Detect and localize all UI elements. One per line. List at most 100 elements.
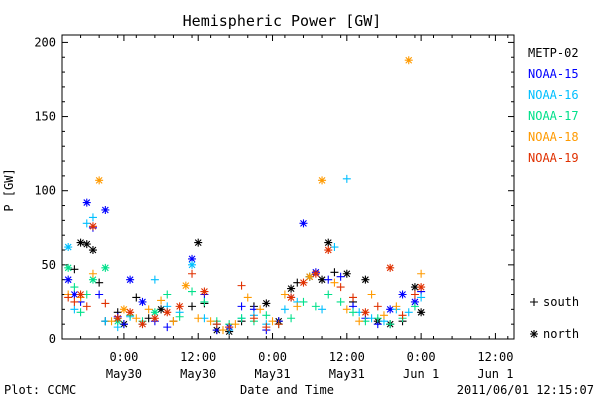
marker-legend-label: north: [543, 327, 579, 341]
data-points: [64, 56, 426, 336]
data-point-noaa-18-south: [355, 317, 364, 326]
data-point-noaa-18-south: [293, 302, 302, 311]
data-point-noaa-17-south: [175, 312, 184, 321]
data-point-noaa-19-north: [311, 269, 320, 278]
data-point-noaa-18-south: [169, 317, 178, 326]
data-point-noaa-15-south: [237, 302, 246, 311]
data-point-noaa-15-north: [64, 275, 73, 284]
data-point-noaa-17-north: [101, 263, 110, 272]
legend-entry-noaa-18: NOAA-18: [528, 130, 579, 144]
y-axis-label: P [GW]: [2, 168, 16, 211]
legend-entry-noaa-16: NOAA-16: [528, 88, 579, 102]
x-tick-label: 0:00: [109, 350, 138, 364]
data-point-noaa-16-south: [150, 275, 159, 284]
y-tick-label: 200: [34, 35, 56, 49]
legend: METP-02 NOAA-15 NOAA-16 NOAA-17 NOAA-18 NOAA-…: [528, 46, 579, 165]
data-point-noaa-15-south: [324, 275, 333, 284]
data-point-noaa-16-south: [88, 213, 97, 222]
x-tick-date-label: Jun 1: [403, 367, 439, 381]
data-point-metp-02-north: [194, 238, 203, 247]
x-tick-date-label: May31: [329, 367, 365, 381]
data-point-noaa-17-south: [336, 297, 345, 306]
legend-entry-noaa-17: NOAA-17: [528, 109, 579, 123]
data-point-noaa-18-north: [181, 281, 190, 290]
data-point-metp-02-south: [70, 265, 79, 274]
data-point-noaa-15-south: [163, 323, 172, 332]
data-point-noaa-19-north: [76, 290, 85, 299]
data-point-metp-02-south: [330, 268, 339, 277]
data-point-noaa-16-south: [342, 174, 351, 183]
data-point-noaa-17-south: [299, 297, 308, 306]
data-point-noaa-19-north: [113, 314, 122, 323]
data-point-noaa-15-north: [138, 297, 147, 306]
x-tick-date-label: May30: [180, 367, 216, 381]
data-point-noaa-19-south: [237, 281, 246, 290]
data-point-noaa-19-south: [64, 293, 73, 302]
data-point-noaa-17-south: [237, 314, 246, 323]
data-point-noaa-17-south: [200, 297, 209, 306]
x-tick-label: 0:00: [258, 350, 287, 364]
data-point-noaa-19-north: [417, 283, 426, 292]
marker-legend-south: south: [530, 295, 579, 309]
data-point-noaa-15-north: [410, 297, 419, 306]
data-point-noaa-17-south: [188, 287, 197, 296]
data-point-noaa-16-south: [70, 305, 79, 314]
data-point-noaa-19-north: [324, 246, 333, 255]
plot-timestamp: 2011/06/01 12:15:07: [457, 383, 594, 397]
data-point-metp-02-north: [76, 238, 85, 247]
data-point-noaa-15-north: [70, 290, 79, 299]
legend-entry-metp-02: METP-02: [528, 46, 579, 60]
data-point-noaa-15-north: [82, 198, 91, 207]
data-point-noaa-19-north: [138, 320, 147, 329]
marker-legend: south north: [530, 295, 579, 341]
data-point-noaa-15-north: [101, 205, 110, 214]
data-point-noaa-17-south: [386, 320, 395, 329]
data-point-noaa-16-south: [318, 305, 327, 314]
data-point-noaa-18-north: [95, 176, 104, 185]
data-point-noaa-19-north: [287, 293, 296, 302]
data-point-noaa-18-south: [280, 290, 289, 299]
data-point-noaa-19-north: [88, 222, 97, 231]
data-point-noaa-17-south: [410, 302, 419, 311]
data-point-metp-02-north: [262, 299, 271, 308]
plot-frame: [61, 34, 515, 340]
data-point-noaa-18-north: [318, 176, 327, 185]
data-point-noaa-19-south: [274, 320, 283, 329]
data-point-metp-02-south: [132, 293, 141, 302]
data-point-noaa-19-north: [299, 278, 308, 287]
data-point-noaa-17-north: [88, 275, 97, 284]
data-point-noaa-15-south: [336, 272, 345, 281]
data-point-noaa-17-south: [163, 290, 172, 299]
data-point-noaa-17-south: [311, 302, 320, 311]
data-point-noaa-16-north: [188, 260, 197, 269]
x-tick-label: 12:00: [180, 350, 216, 364]
data-point-noaa-19-north: [175, 302, 184, 311]
data-point-noaa-19-north: [126, 308, 135, 317]
data-point-noaa-18-south: [132, 314, 141, 323]
x-tick-date-label: Jun 1: [477, 367, 513, 381]
data-point-noaa-17-south: [349, 308, 358, 317]
data-point-noaa-18-south: [342, 305, 351, 314]
data-point-noaa-16-south: [280, 305, 289, 314]
data-point-noaa-18-south: [88, 269, 97, 278]
data-point-metp-02-south: [188, 302, 197, 311]
data-point-noaa-16-south: [82, 219, 91, 228]
y-tick-label: 150: [34, 110, 56, 124]
data-point-noaa-17-south: [70, 283, 79, 292]
data-point-metp-02-north: [410, 283, 419, 292]
chart-title: Hemispheric Power [GW]: [183, 12, 382, 30]
data-point-noaa-18-south: [218, 326, 227, 335]
x-axis-label: Date and Time: [240, 383, 334, 397]
data-point-noaa-15-south: [119, 320, 128, 329]
data-point-noaa-19-south: [101, 299, 110, 308]
y-axis: 0 50 100 150 200: [34, 35, 514, 346]
legend-entry-noaa-15: NOAA-15: [528, 67, 579, 81]
data-point-noaa-17-south: [373, 314, 382, 323]
data-point-metp-02-north: [361, 275, 370, 284]
data-point-noaa-18-south: [107, 317, 116, 326]
data-point-metp-02-north: [287, 284, 296, 293]
data-point-noaa-15-south: [95, 290, 104, 299]
data-point-noaa-18-south: [417, 269, 426, 278]
data-point-noaa-18-north: [404, 56, 413, 65]
